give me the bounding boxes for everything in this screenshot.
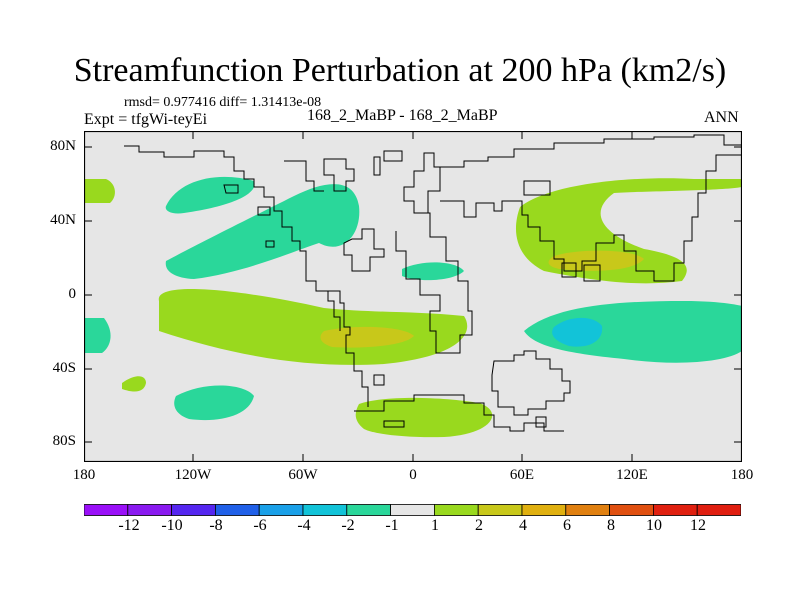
lon-label-60e: 60E (509, 467, 535, 483)
colorbar-label-8: 8 (607, 517, 615, 534)
lat-label-40s: 40S (52, 360, 76, 376)
contour-negative-4-2 (552, 317, 603, 347)
colorbar-label-10: 10 (646, 517, 662, 534)
colorbar-box (302, 504, 348, 516)
colorbar-label-neg8: -8 (209, 517, 223, 534)
colorbar-label-6: 6 (563, 517, 571, 534)
lon-label-180w: 180 (72, 467, 96, 483)
lat-label-40n: 40N (50, 212, 76, 228)
lon-label-0: 0 (409, 467, 417, 483)
colorbar-label-neg4: -4 (297, 517, 311, 534)
colorbar-label-neg12: -12 (118, 517, 140, 534)
lat-label-eq: 0 (68, 286, 77, 302)
period-label: ANN (704, 109, 739, 126)
lon-label-60w: 60W (288, 467, 318, 483)
contour-negative-2-1 (84, 176, 742, 421)
colorbar-label-4: 4 (519, 517, 527, 534)
colorbar-box (127, 504, 172, 516)
figure-title: Streamfunction Perturbation at 200 hPa (… (73, 52, 727, 89)
experiment-label: Expt = tfgWi-teyEi (84, 111, 208, 128)
colorbar-box (696, 504, 741, 516)
colorbar-label-12: 12 (690, 517, 706, 534)
colorbar-box (171, 504, 216, 516)
colorbar-box (346, 504, 391, 516)
lat-label-80n: 80N (50, 138, 76, 154)
colorbar-label-neg2: -2 (341, 517, 355, 534)
colorbar-box (521, 504, 567, 516)
lon-label-120e: 120E (616, 467, 648, 483)
lat-label-80s: 80S (52, 433, 76, 449)
colorbar-box (214, 504, 260, 516)
colorbar-label-neg10: -10 (161, 517, 183, 534)
streamfunction-map (84, 131, 742, 462)
colorbar-label-neg6: -6 (253, 517, 267, 534)
colorbar-label-neg1: -1 (385, 517, 399, 534)
colorbar-box (653, 504, 698, 516)
colorbar-box (390, 504, 435, 516)
coastlines (124, 134, 742, 432)
colorbar-box (565, 504, 610, 516)
stats-text: rmsd= 0.977416 diff= 1.31413e-08 (124, 95, 322, 110)
colorbar-label-2: 2 (475, 517, 483, 534)
colorbar (84, 504, 741, 516)
lon-label-180e: 180 (730, 467, 754, 483)
colorbar-label-1: 1 (431, 517, 439, 534)
colorbar-box (433, 504, 479, 516)
map-ticks (84, 131, 742, 462)
case-id-label: 168_2_MaBP - 168_2_MaBP (307, 107, 498, 124)
colorbar-box (258, 504, 304, 516)
lon-label-120w: 120W (174, 467, 212, 483)
colorbar-box (477, 504, 523, 516)
colorbar-box (84, 504, 129, 516)
colorbar-box (609, 504, 654, 516)
